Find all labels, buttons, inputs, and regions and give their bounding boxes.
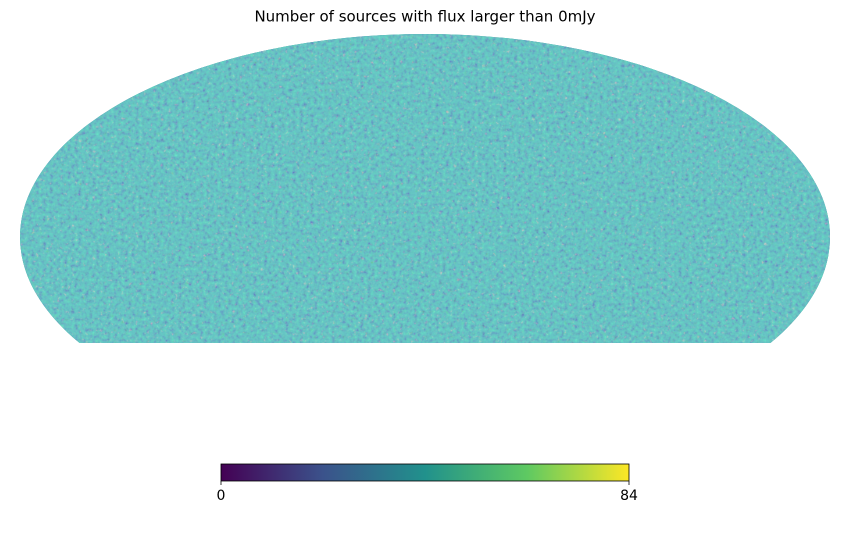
sky-map: [20, 34, 830, 343]
colorbar-tick-label: 84: [620, 488, 638, 504]
map-texture: [20, 34, 830, 343]
colorbar-tick-label: 0: [217, 488, 226, 504]
colorbar: [220, 463, 630, 482]
chart-title: Number of sources with flux larger than …: [254, 8, 595, 26]
